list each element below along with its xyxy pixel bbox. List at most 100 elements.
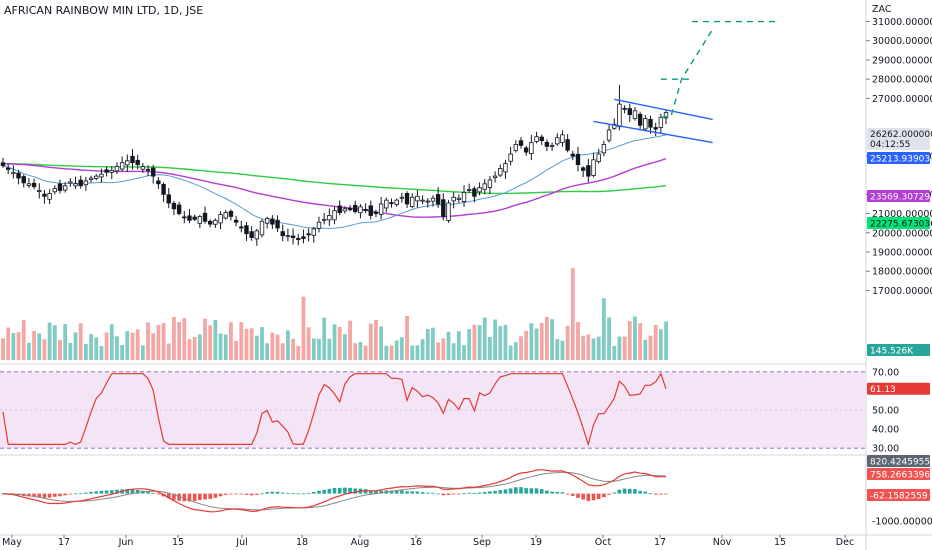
macd-histogram-bar <box>653 493 658 495</box>
macd-histogram-bar <box>78 493 83 495</box>
volume-bar <box>503 324 508 360</box>
volume-bar <box>78 323 83 360</box>
candle-body <box>627 108 632 116</box>
volume-bar <box>120 345 125 360</box>
volume-bar <box>648 335 653 360</box>
macd-histogram-bar <box>99 490 104 494</box>
volume-bar <box>570 268 575 360</box>
volume-bar <box>286 330 290 360</box>
macd-tag-2-bg <box>867 468 930 480</box>
candle-body <box>466 189 472 191</box>
macd-histogram-bar <box>389 490 394 494</box>
macd-tag-3: -62.1582559 <box>870 491 928 501</box>
volume-bar <box>643 339 648 360</box>
macd-histogram-bar <box>612 492 617 494</box>
macd-histogram-bar <box>306 492 311 494</box>
candle-body <box>378 203 384 215</box>
volume-bar <box>239 322 244 360</box>
volume-bar <box>363 345 368 360</box>
macd-histogram-bar <box>234 493 238 495</box>
macd-histogram-bar <box>182 493 187 502</box>
candle-body <box>617 103 622 128</box>
candle-body <box>130 155 135 164</box>
volume-bar <box>374 319 378 360</box>
volume-bar <box>115 336 119 360</box>
macd-histogram-bar <box>596 493 601 500</box>
candle-body <box>88 177 94 180</box>
channel-lower-line <box>593 120 713 144</box>
volume-bar <box>73 332 78 360</box>
volume-bar <box>208 325 213 360</box>
macd-histogram-bar <box>431 492 435 494</box>
candle-body <box>94 175 99 179</box>
macd-histogram-bar <box>322 489 326 494</box>
macd-histogram-bar <box>482 491 487 494</box>
time-tick-label: 17 <box>654 537 666 548</box>
candle-body <box>399 196 405 199</box>
volume-bar <box>653 324 658 360</box>
macd-histogram-bar <box>586 493 591 502</box>
candle-body <box>187 215 192 221</box>
countdown-label: 04:12:55 <box>870 140 910 150</box>
candle-body <box>270 218 275 225</box>
volume-bar <box>436 342 441 360</box>
macd-tag-3-bg <box>867 489 930 501</box>
candle-body <box>637 113 643 126</box>
candle-body <box>389 202 394 204</box>
volume-bar <box>348 320 352 360</box>
ma-fast-line <box>2 134 667 229</box>
volume-bar <box>16 332 21 360</box>
macd-histogram-bar <box>109 490 114 494</box>
volume-bar <box>89 334 93 360</box>
macd-histogram-bar <box>550 491 554 494</box>
volume-bar <box>524 330 529 360</box>
macd-histogram-bar <box>327 488 332 494</box>
volume-bar <box>187 339 192 360</box>
volume-bar <box>353 343 358 360</box>
candle-body <box>31 182 37 188</box>
macd-histogram-bar <box>63 493 67 496</box>
volume-bar <box>576 322 580 360</box>
macd-histogram-bar <box>239 493 244 495</box>
projection-path <box>660 28 714 119</box>
candle-body <box>492 175 498 179</box>
volume-bar <box>172 317 176 360</box>
volume-bar <box>431 327 435 360</box>
macd-signal-line <box>2 471 667 511</box>
candle-body <box>228 211 234 217</box>
volume-bar <box>467 329 472 360</box>
candle-body <box>327 215 332 221</box>
macd-histogram-bar <box>291 493 295 495</box>
macd-histogram-bar <box>451 493 456 495</box>
volume-bar <box>498 326 503 360</box>
macd-histogram-bar <box>529 488 534 494</box>
candle-body <box>606 129 612 141</box>
macd-histogram-bar <box>353 488 358 494</box>
candle-body <box>534 136 539 142</box>
volume-bar <box>244 328 249 360</box>
macd-histogram-bar <box>265 492 269 494</box>
volume-bar <box>254 335 259 360</box>
candle-body <box>62 185 68 191</box>
volume-bar <box>47 322 52 360</box>
candle-body <box>207 220 213 225</box>
candle-body <box>166 194 171 204</box>
volume-bar <box>234 340 238 360</box>
macd-histogram-bar <box>617 489 622 494</box>
volume-bar <box>627 321 632 360</box>
rsi-value-tag-bg <box>867 382 930 395</box>
volume-bar <box>456 331 461 360</box>
volume-bar <box>327 338 332 360</box>
volume-bar <box>109 324 114 360</box>
candle-body <box>332 210 337 221</box>
macd-histogram-bar <box>503 489 508 494</box>
candle-body <box>68 181 73 184</box>
volume-bar <box>399 337 404 360</box>
volume-bar <box>311 338 316 360</box>
candle-body <box>451 196 456 202</box>
ma-fast-tag-bg <box>867 152 930 164</box>
volume-bar <box>192 336 197 360</box>
volume-bar <box>477 325 482 360</box>
volume-bar <box>591 338 596 360</box>
